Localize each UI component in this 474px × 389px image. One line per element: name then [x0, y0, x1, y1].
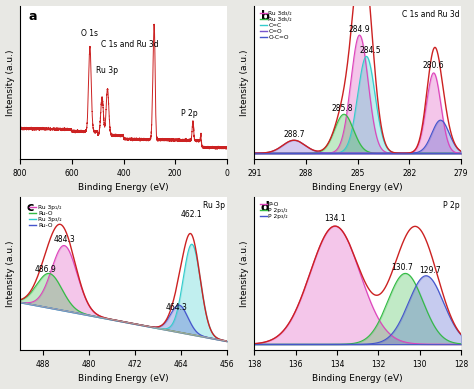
X-axis label: Binding Energy (eV): Binding Energy (eV): [312, 375, 403, 384]
Y-axis label: Intensity (a.u.): Intensity (a.u.): [240, 240, 249, 307]
X-axis label: Binding Energy (eV): Binding Energy (eV): [78, 184, 169, 193]
Text: O 1s: O 1s: [82, 29, 99, 38]
Text: C 1s and Ru 3d: C 1s and Ru 3d: [401, 10, 459, 19]
Text: Ru 3p: Ru 3p: [203, 201, 225, 210]
Text: d: d: [261, 201, 269, 214]
Text: 284.9: 284.9: [349, 25, 370, 33]
Text: 130.7: 130.7: [392, 263, 413, 272]
Y-axis label: Intensity (a.u.): Intensity (a.u.): [240, 49, 249, 116]
Text: 464.3: 464.3: [165, 303, 187, 312]
Legend: Ru 3p₁/₂, Ru-O, Ru 3p₃/₂, Ru-O: Ru 3p₁/₂, Ru-O, Ru 3p₃/₂, Ru-O: [27, 203, 64, 230]
Text: 484.3: 484.3: [54, 235, 75, 244]
X-axis label: Binding Energy (eV): Binding Energy (eV): [78, 375, 169, 384]
Text: 486.9: 486.9: [35, 265, 57, 273]
Text: 288.7: 288.7: [283, 130, 305, 139]
Legend: P-O, P 2p₁/₂, P 2p₃/₂: P-O, P 2p₁/₂, P 2p₃/₂: [257, 200, 290, 221]
Text: C 1s and Ru 3d: C 1s and Ru 3d: [101, 40, 159, 49]
Text: a: a: [28, 10, 37, 23]
Y-axis label: Intensity (a.u.): Intensity (a.u.): [6, 240, 15, 307]
Text: P 2p: P 2p: [181, 109, 198, 118]
Text: c: c: [27, 201, 34, 214]
X-axis label: Binding Energy (eV): Binding Energy (eV): [312, 184, 403, 193]
Text: 284.5: 284.5: [359, 46, 381, 55]
Text: 134.1: 134.1: [324, 214, 346, 223]
Text: b: b: [261, 10, 269, 23]
Legend: Ru 3d₃/₂, Ru 3d₅/₂, C=C, C=O, O-C=O: Ru 3d₃/₂, Ru 3d₅/₂, C=C, C=O, O-C=O: [257, 9, 294, 42]
Text: 462.1: 462.1: [181, 210, 203, 219]
Text: P 2p: P 2p: [443, 201, 459, 210]
Text: Ru 3p: Ru 3p: [97, 66, 118, 75]
Text: 129.7: 129.7: [419, 266, 441, 275]
Y-axis label: Intensity (a.u.): Intensity (a.u.): [6, 49, 15, 116]
Text: 285.8: 285.8: [331, 104, 353, 113]
Text: 280.6: 280.6: [423, 61, 445, 70]
